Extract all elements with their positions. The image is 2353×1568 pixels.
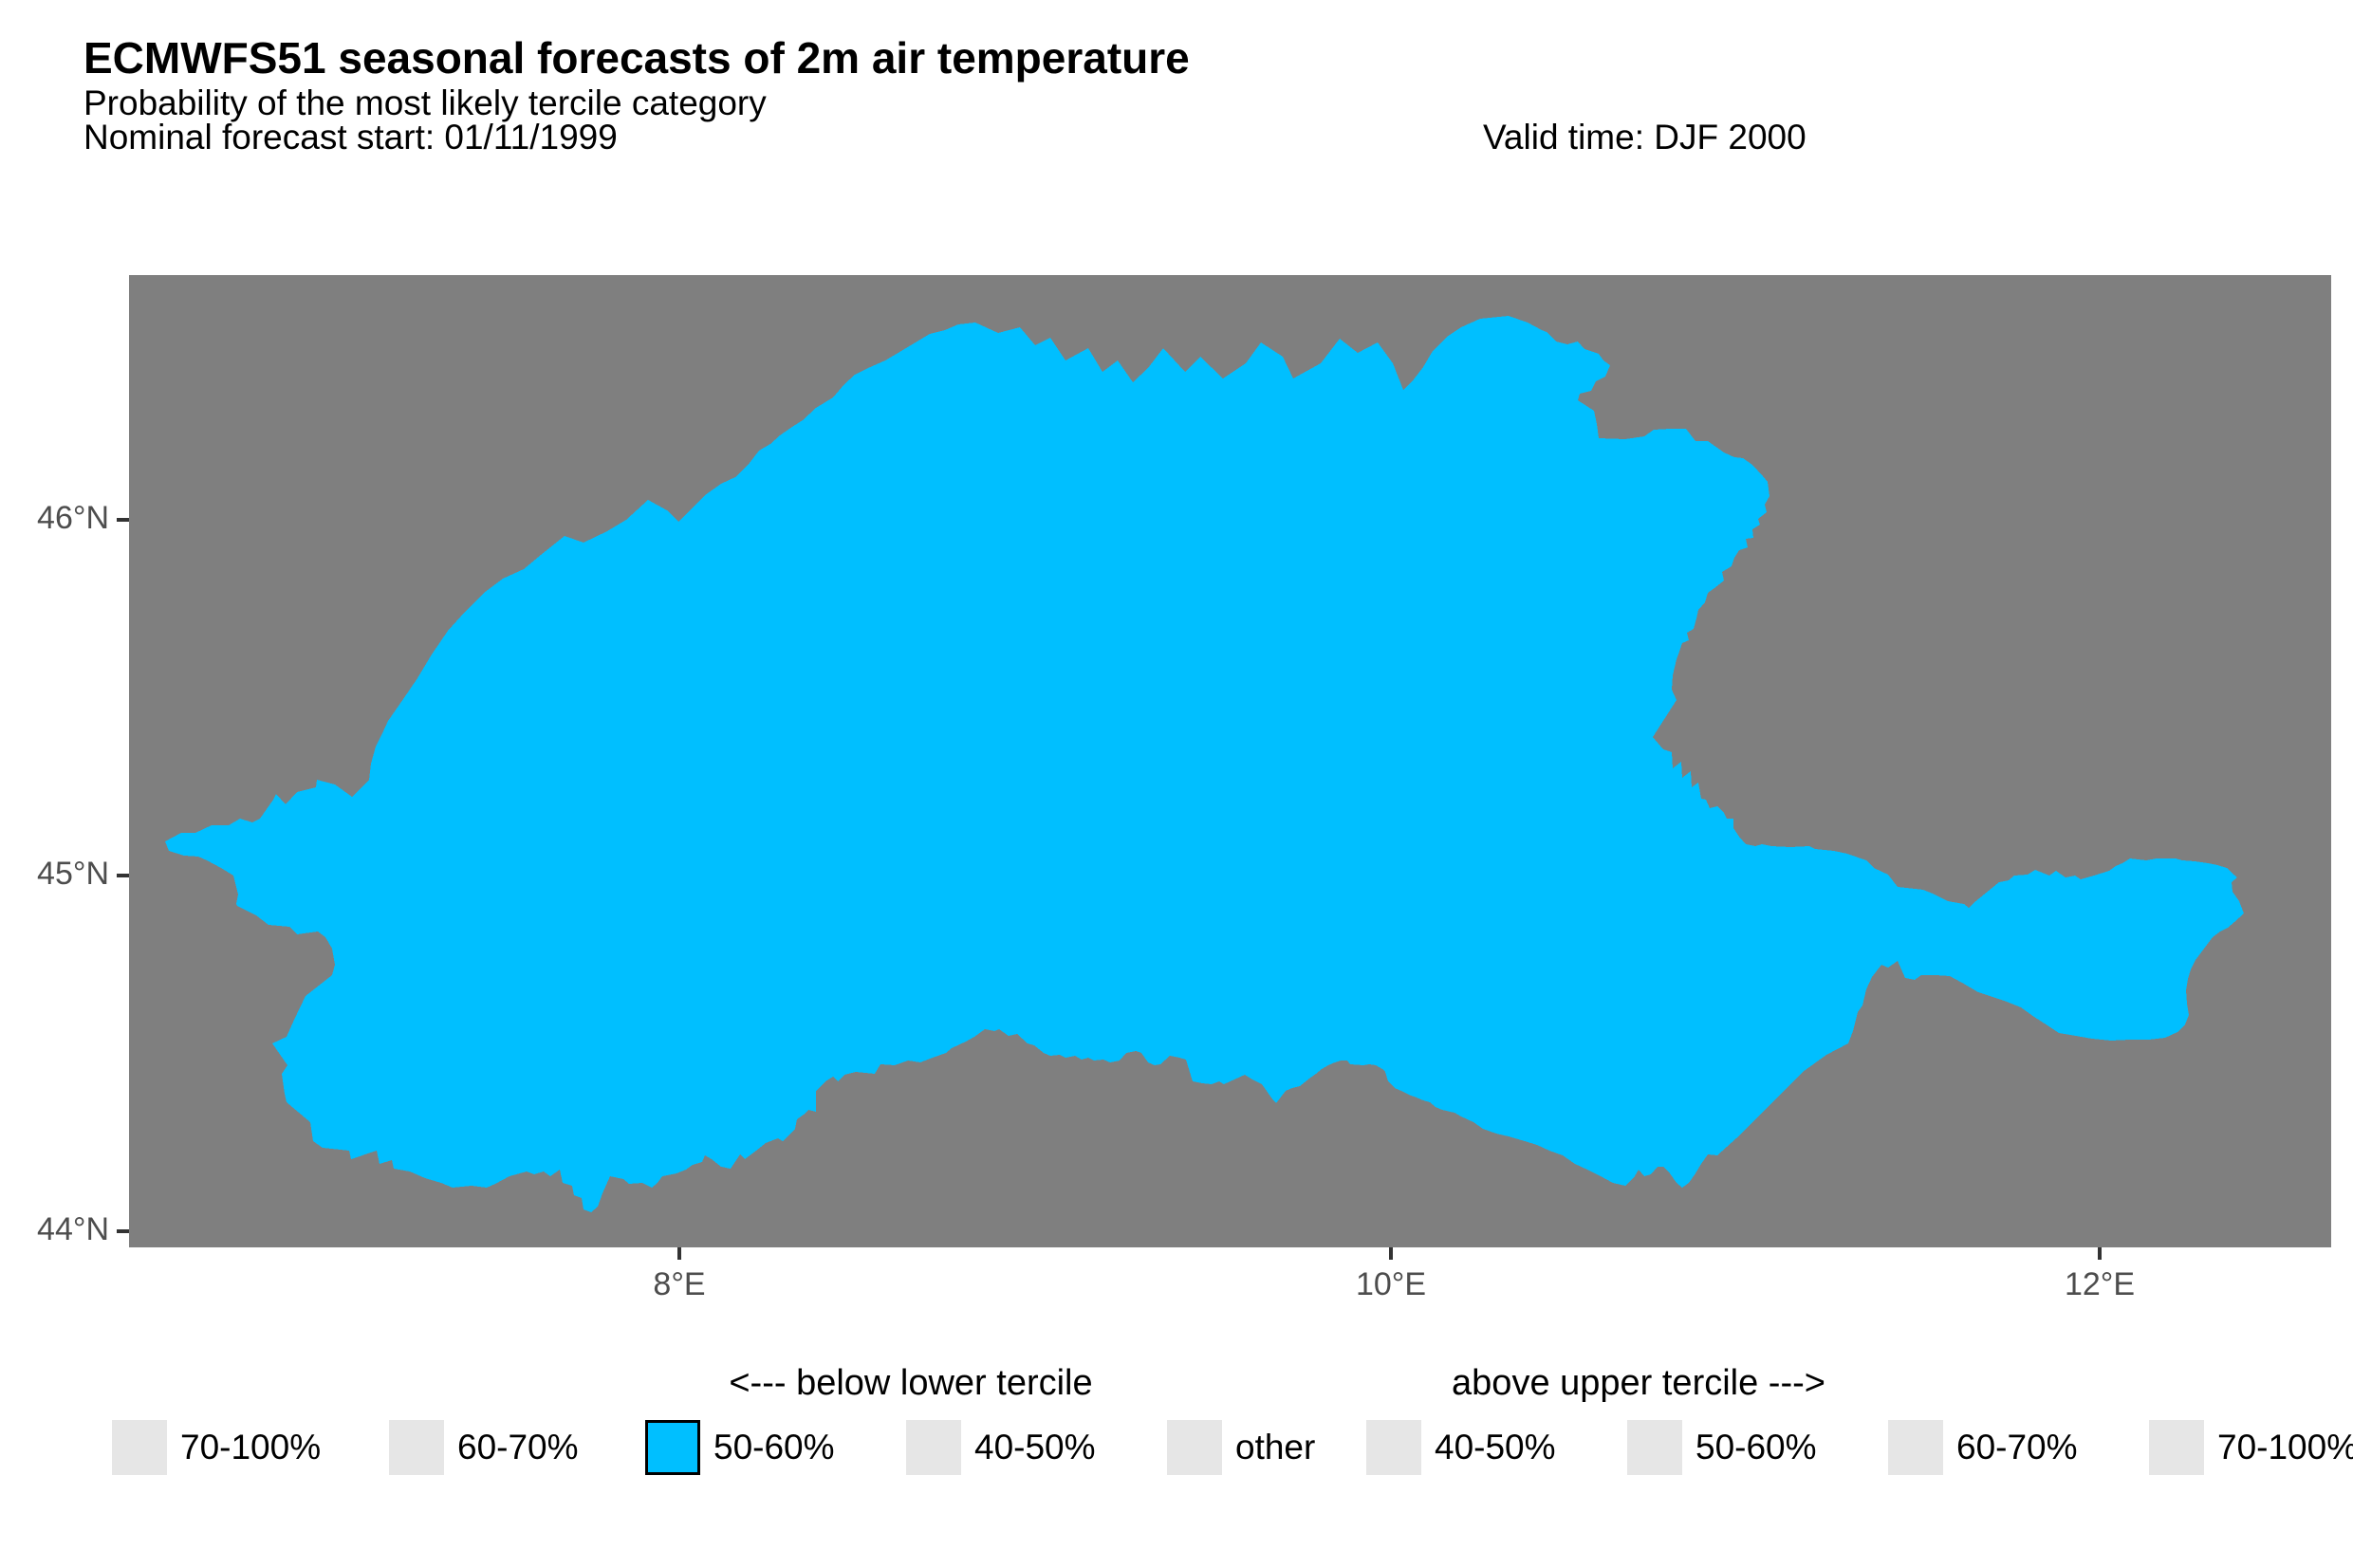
legend-header-above-tercile: above upper tercile --->	[1452, 1363, 1825, 1403]
y-axis-label: 46°N	[37, 500, 109, 536]
legend-swatch-above-4050[interactable]	[1366, 1420, 1421, 1475]
legend-swatch-below-5060[interactable]	[645, 1420, 700, 1475]
y-axis-tick	[117, 874, 129, 877]
x-axis-tick	[1389, 1247, 1393, 1260]
forecast-start-label: Nominal forecast start: 01/11/1999	[83, 118, 618, 157]
legend-label: 50-60%	[1695, 1428, 1817, 1467]
legend-swatch-below-70100[interactable]	[112, 1420, 167, 1475]
forecast-map	[129, 275, 2331, 1247]
plot-subtitle: Probability of the most likely tercile c…	[83, 83, 767, 122]
legend-swatch-other-other[interactable]	[1167, 1420, 1222, 1475]
legend-label: 40-50%	[1435, 1428, 1556, 1467]
x-axis-tick	[2098, 1247, 2102, 1260]
forecast-region-po-basin	[165, 316, 2244, 1212]
legend-label: other	[1235, 1428, 1316, 1467]
x-axis-label: 8°E	[653, 1266, 706, 1302]
legend-label: 60-70%	[1956, 1428, 2078, 1467]
y-axis-label: 44°N	[37, 1211, 109, 1247]
legend-header-below-tercile: <--- below lower tercile	[729, 1363, 1093, 1403]
y-axis-tick	[117, 518, 129, 522]
map-panel	[129, 275, 2331, 1247]
page-title: ECMWFS51 seasonal forecasts of 2m air te…	[83, 33, 1190, 83]
x-axis-tick	[677, 1247, 681, 1260]
legend-swatch-below-6070[interactable]	[389, 1420, 444, 1475]
valid-time-label: Valid time: DJF 2000	[1483, 118, 1806, 157]
legend-label: 60-70%	[457, 1428, 579, 1467]
legend-label: 70-100%	[2217, 1428, 2353, 1467]
x-axis-label: 12°E	[2064, 1266, 2136, 1302]
legend-swatch-above-5060[interactable]	[1627, 1420, 1682, 1475]
y-axis-label: 45°N	[37, 856, 109, 892]
legend-label: 50-60%	[713, 1428, 835, 1467]
legend-swatch-above-70100[interactable]	[2149, 1420, 2204, 1475]
y-axis-tick	[117, 1229, 129, 1233]
legend-label: 40-50%	[974, 1428, 1096, 1467]
x-axis-label: 10°E	[1355, 1266, 1427, 1302]
legend-label: 70-100%	[180, 1428, 322, 1467]
legend-swatch-above-6070[interactable]	[1888, 1420, 1943, 1475]
legend-swatch-below-4050[interactable]	[906, 1420, 961, 1475]
